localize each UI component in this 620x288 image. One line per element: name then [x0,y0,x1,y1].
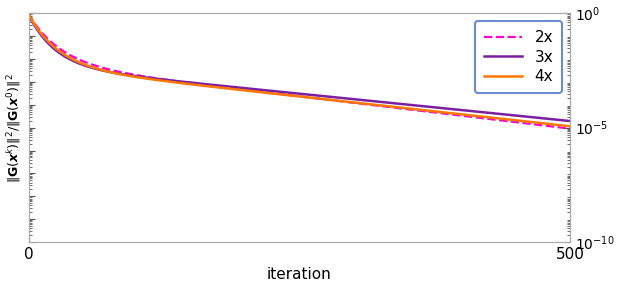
2x [222,86,229,89]
3x [380,101,388,104]
4x [25,12,33,15]
2x [374,104,381,107]
2x [25,12,33,15]
2x [380,105,388,108]
2x [182,81,190,84]
2x [566,127,574,130]
3x [222,84,229,88]
4x [380,104,388,107]
3x [473,110,480,113]
4x [374,103,381,107]
X-axis label: iteration: iteration [267,268,332,283]
Line: 4x: 4x [29,13,570,126]
3x [25,12,33,15]
4x [473,114,480,118]
4x [182,82,190,86]
Y-axis label: $\|\mathbf{G}(\boldsymbol{x}^k)\|^2/\|\mathbf{G}(\boldsymbol{x}^0)\|^2$: $\|\mathbf{G}(\boldsymbol{x}^k)\|^2/\|\m… [6,73,24,183]
3x [159,78,167,81]
3x [182,80,190,84]
3x [374,100,381,103]
Line: 3x: 3x [29,13,570,121]
4x [222,87,229,90]
3x [566,119,574,123]
4x [159,79,167,83]
Line: 2x: 2x [29,13,570,129]
2x [159,77,167,81]
Legend: 2x, 3x, 4x: 2x, 3x, 4x [475,21,562,94]
2x [473,116,480,119]
4x [566,124,574,128]
